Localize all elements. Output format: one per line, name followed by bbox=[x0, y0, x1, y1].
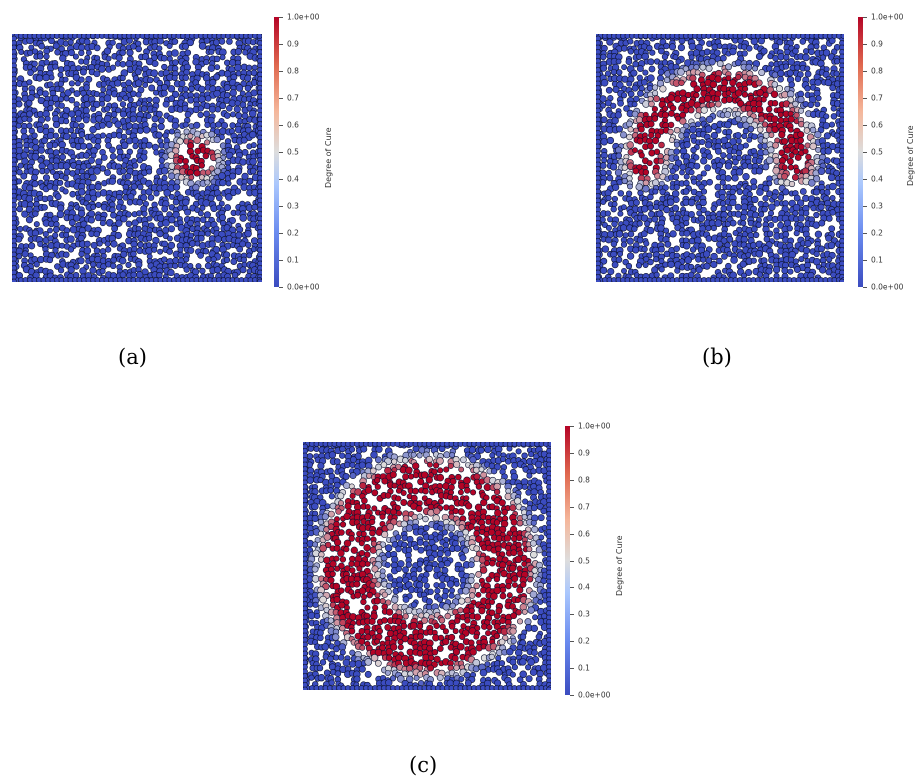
colorbar-tick bbox=[570, 506, 574, 508]
particle-field bbox=[12, 34, 262, 282]
colorbar-tick-label: 0.1 bbox=[287, 255, 299, 265]
colorbar-tick bbox=[863, 71, 867, 72]
colorbar-tick-label: 0.0e+00 bbox=[287, 282, 320, 292]
colorbar-a: 1.0e+00 0.9 0.8 0.7 0.6 0.5 0.4 0.3 0.2 0.1 0.0e+0… bbox=[274, 13, 319, 292]
colorbar-tick bbox=[570, 426, 574, 427]
colorbar-tick bbox=[570, 452, 574, 454]
colorbar-title-c: Degree of Cure bbox=[615, 535, 624, 596]
colorbar-tick-label: 0.3 bbox=[578, 609, 590, 619]
colorbar-tick bbox=[863, 17, 867, 18]
colorbar-tick bbox=[570, 695, 574, 696]
colorbar-tick bbox=[279, 287, 283, 288]
colorbar-tick bbox=[279, 152, 283, 153]
colorbar-tick bbox=[279, 44, 283, 45]
colorbar-tick bbox=[279, 98, 283, 99]
colorbar-tick bbox=[279, 71, 283, 72]
colorbar-tick-label: 0.6 bbox=[871, 120, 883, 130]
colorbar-tick bbox=[570, 614, 574, 616]
colorbar-tick-label: 0.8 bbox=[287, 66, 299, 76]
colorbar-tick-label: 0.0e+00 bbox=[871, 282, 904, 292]
colorbar-tick bbox=[279, 206, 283, 207]
colorbar-tick-label: 0.3 bbox=[287, 201, 299, 211]
colorbar-tick-label: 0.5 bbox=[287, 147, 299, 157]
colorbar-tick bbox=[863, 152, 867, 153]
colorbar-tick bbox=[863, 260, 867, 261]
colorbar-title-b: Degree of Cure bbox=[906, 125, 915, 186]
colorbar-tick-label: 0.9 bbox=[287, 39, 299, 49]
colorbar-tick-label: 0.7 bbox=[578, 502, 590, 512]
colorbar-tick bbox=[863, 287, 867, 288]
colorbar-tick-label: 0.5 bbox=[871, 147, 883, 157]
colorbar-tick-label: 1.0e+00 bbox=[578, 421, 611, 431]
colorbar-tick bbox=[863, 179, 867, 180]
colorbar-tick-label: 0.9 bbox=[578, 448, 590, 458]
colorbar-tick bbox=[279, 260, 283, 261]
colorbar-tick bbox=[570, 479, 574, 481]
cure-simulation-a bbox=[12, 34, 262, 282]
caption-b: (b) bbox=[702, 345, 732, 369]
particle-field bbox=[303, 442, 551, 690]
colorbar-tick bbox=[570, 668, 574, 670]
colorbar-tick bbox=[863, 125, 867, 126]
cure-simulation-c bbox=[303, 442, 551, 690]
colorbar-tick bbox=[863, 233, 867, 234]
colorbar-tick-label: 0.2 bbox=[871, 228, 883, 238]
caption-c: (c) bbox=[409, 753, 438, 777]
cure-simulation-b bbox=[596, 34, 844, 282]
colorbar-tick-label: 0.2 bbox=[578, 636, 590, 646]
colorbar-tick bbox=[570, 560, 574, 562]
colorbar-gradient bbox=[274, 17, 279, 287]
colorbar-tick-label: 0.1 bbox=[578, 663, 590, 673]
colorbar-tick bbox=[279, 233, 283, 234]
colorbar-gradient bbox=[565, 426, 570, 695]
colorbar-tick-label: 0.3 bbox=[871, 201, 883, 211]
colorbar-tick bbox=[570, 533, 574, 535]
colorbar-tick-label: 0.7 bbox=[871, 93, 883, 103]
colorbar-tick-label: 0.4 bbox=[871, 174, 883, 184]
particle-field bbox=[596, 34, 844, 282]
colorbar-tick-label: 0.6 bbox=[578, 529, 590, 539]
colorbar-tick bbox=[279, 17, 283, 18]
colorbar-tick-label: 0.6 bbox=[287, 120, 299, 130]
colorbar-b: 1.0e+00 0.9 0.8 0.7 0.6 0.5 0.4 0.3 0.2 0.1 0.0e+0… bbox=[858, 13, 903, 292]
colorbar-tick-label: 0.4 bbox=[578, 582, 590, 592]
colorbar-gradient bbox=[858, 17, 863, 287]
colorbar-tick bbox=[863, 44, 867, 45]
colorbar-tick bbox=[279, 179, 283, 180]
colorbar-tick-label: 0.8 bbox=[871, 66, 883, 76]
colorbar-tick-label: 0.8 bbox=[578, 475, 590, 485]
colorbar-tick-label: 1.0e+00 bbox=[287, 12, 320, 22]
colorbar-tick-label: 0.1 bbox=[871, 255, 883, 265]
colorbar-tick bbox=[863, 206, 867, 207]
colorbar-tick-label: 0.5 bbox=[578, 556, 590, 565]
colorbar-tick bbox=[279, 125, 283, 126]
colorbar-tick bbox=[570, 587, 574, 589]
colorbar-tick-label: 0.4 bbox=[287, 174, 299, 184]
colorbar-tick bbox=[863, 98, 867, 99]
colorbar-tick-label: 0.9 bbox=[871, 39, 883, 49]
caption-a: (a) bbox=[118, 345, 147, 369]
colorbar-title-a: Degree of Cure bbox=[324, 127, 333, 188]
colorbar-tick-label: 0.7 bbox=[287, 93, 299, 103]
colorbar-tick-label: 0.0e+00 bbox=[578, 690, 611, 700]
colorbar-tick-label: 0.2 bbox=[287, 228, 299, 238]
colorbar-c: 1.0e+00 0.9 0.8 0.7 0.6 0.5 0.4 0.3 0.2 0.1 0.0e+0… bbox=[565, 422, 610, 700]
colorbar-tick-label: 1.0e+00 bbox=[871, 12, 904, 22]
colorbar-tick bbox=[570, 641, 574, 643]
